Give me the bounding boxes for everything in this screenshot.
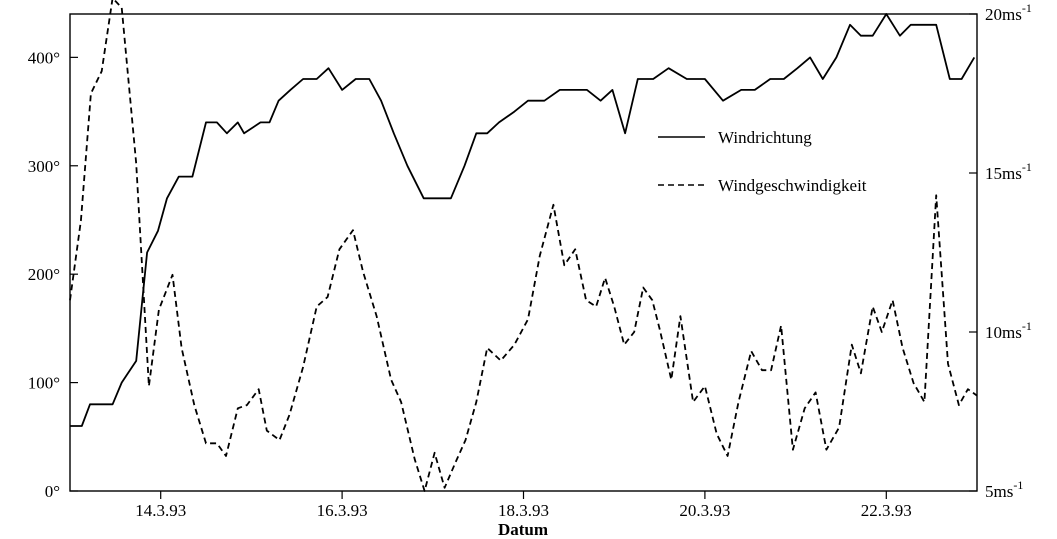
series-layer <box>69 0 978 492</box>
left-y-tick-label: 100° <box>28 374 60 393</box>
x-tick-label: 16.3.93 <box>317 501 368 520</box>
x-tick-label: 22.3.93 <box>861 501 912 520</box>
x-axis-title: Datum <box>498 520 548 539</box>
x-axis-ticks: 14.3.93 16.3.93 18.3.93 20.3.93 22.3.93 <box>135 491 912 520</box>
right-y-axis-ticks: 5ms-1 10ms-1 15ms-1 20ms-1 <box>969 1 1032 501</box>
right-y-tick-label: 10ms-1 <box>985 319 1032 342</box>
left-y-tick-label: 0° <box>45 482 60 501</box>
x-tick-label: 20.3.93 <box>679 501 730 520</box>
legend: Windrichtung Windgeschwindigkeit <box>658 128 867 195</box>
x-tick-label: 14.3.93 <box>135 501 186 520</box>
legend-label-windrichtung: Windrichtung <box>718 128 812 147</box>
left-y-axis-ticks: 0° 100° 200° 300° 400° <box>28 48 78 501</box>
series-line-windrichtung <box>70 13 976 427</box>
x-tick-label: 18.3.93 <box>498 501 549 520</box>
legend-label-windgeschwindigkeit: Windgeschwindigkeit <box>718 176 867 195</box>
left-y-tick-label: 300° <box>28 157 60 176</box>
left-y-tick-label: 400° <box>28 48 60 67</box>
right-y-tick-label: 15ms-1 <box>985 160 1032 183</box>
left-y-tick-label: 200° <box>28 265 60 284</box>
right-y-tick-label: 5ms-1 <box>985 478 1023 501</box>
series-line-windgeschwindigkeit <box>69 0 978 492</box>
right-y-tick-label: 20ms-1 <box>985 1 1032 24</box>
